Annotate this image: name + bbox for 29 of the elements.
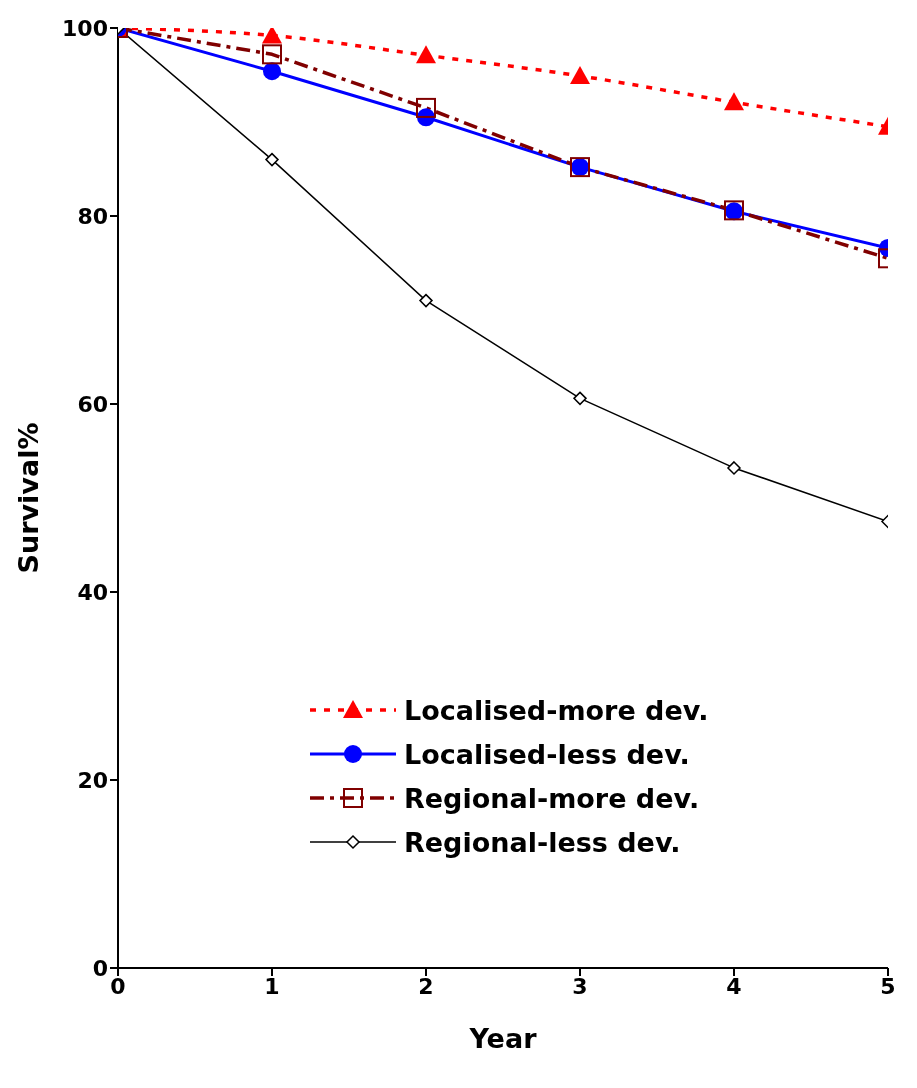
y-tick-label: 20: [77, 767, 108, 793]
legend-label: Regional-less dev.: [404, 826, 681, 858]
y-tick-label: 60: [77, 391, 108, 417]
legend-label: Regional-more dev.: [404, 782, 700, 814]
point: [262, 28, 282, 44]
x-tick-label: 4: [726, 973, 742, 999]
point: [727, 461, 741, 475]
y-tick-label: 100: [62, 15, 108, 41]
x-tick-label: 2: [418, 973, 434, 999]
point: [263, 62, 281, 81]
y-tick-label: 80: [77, 203, 108, 229]
point: [416, 45, 436, 64]
legend-label: Localised-more dev.: [404, 694, 709, 726]
x-tick-label: 0: [110, 973, 126, 999]
point: [265, 152, 279, 167]
y-axis-title: Survival%: [12, 422, 44, 574]
x-axis-title: Year: [468, 1023, 538, 1054]
x-tick-label: 1: [264, 973, 280, 999]
y-tick-label: 40: [77, 579, 108, 605]
x-tick-label: 5: [880, 973, 896, 999]
point: [262, 44, 282, 65]
point: [416, 97, 436, 118]
point: [724, 92, 744, 111]
x-tick-label: 3: [572, 973, 588, 999]
legend-label: Localised-less dev.: [404, 738, 690, 770]
point: [573, 391, 587, 406]
y-tick-label: 0: [92, 955, 108, 981]
point: [570, 65, 590, 84]
point: [419, 293, 433, 308]
